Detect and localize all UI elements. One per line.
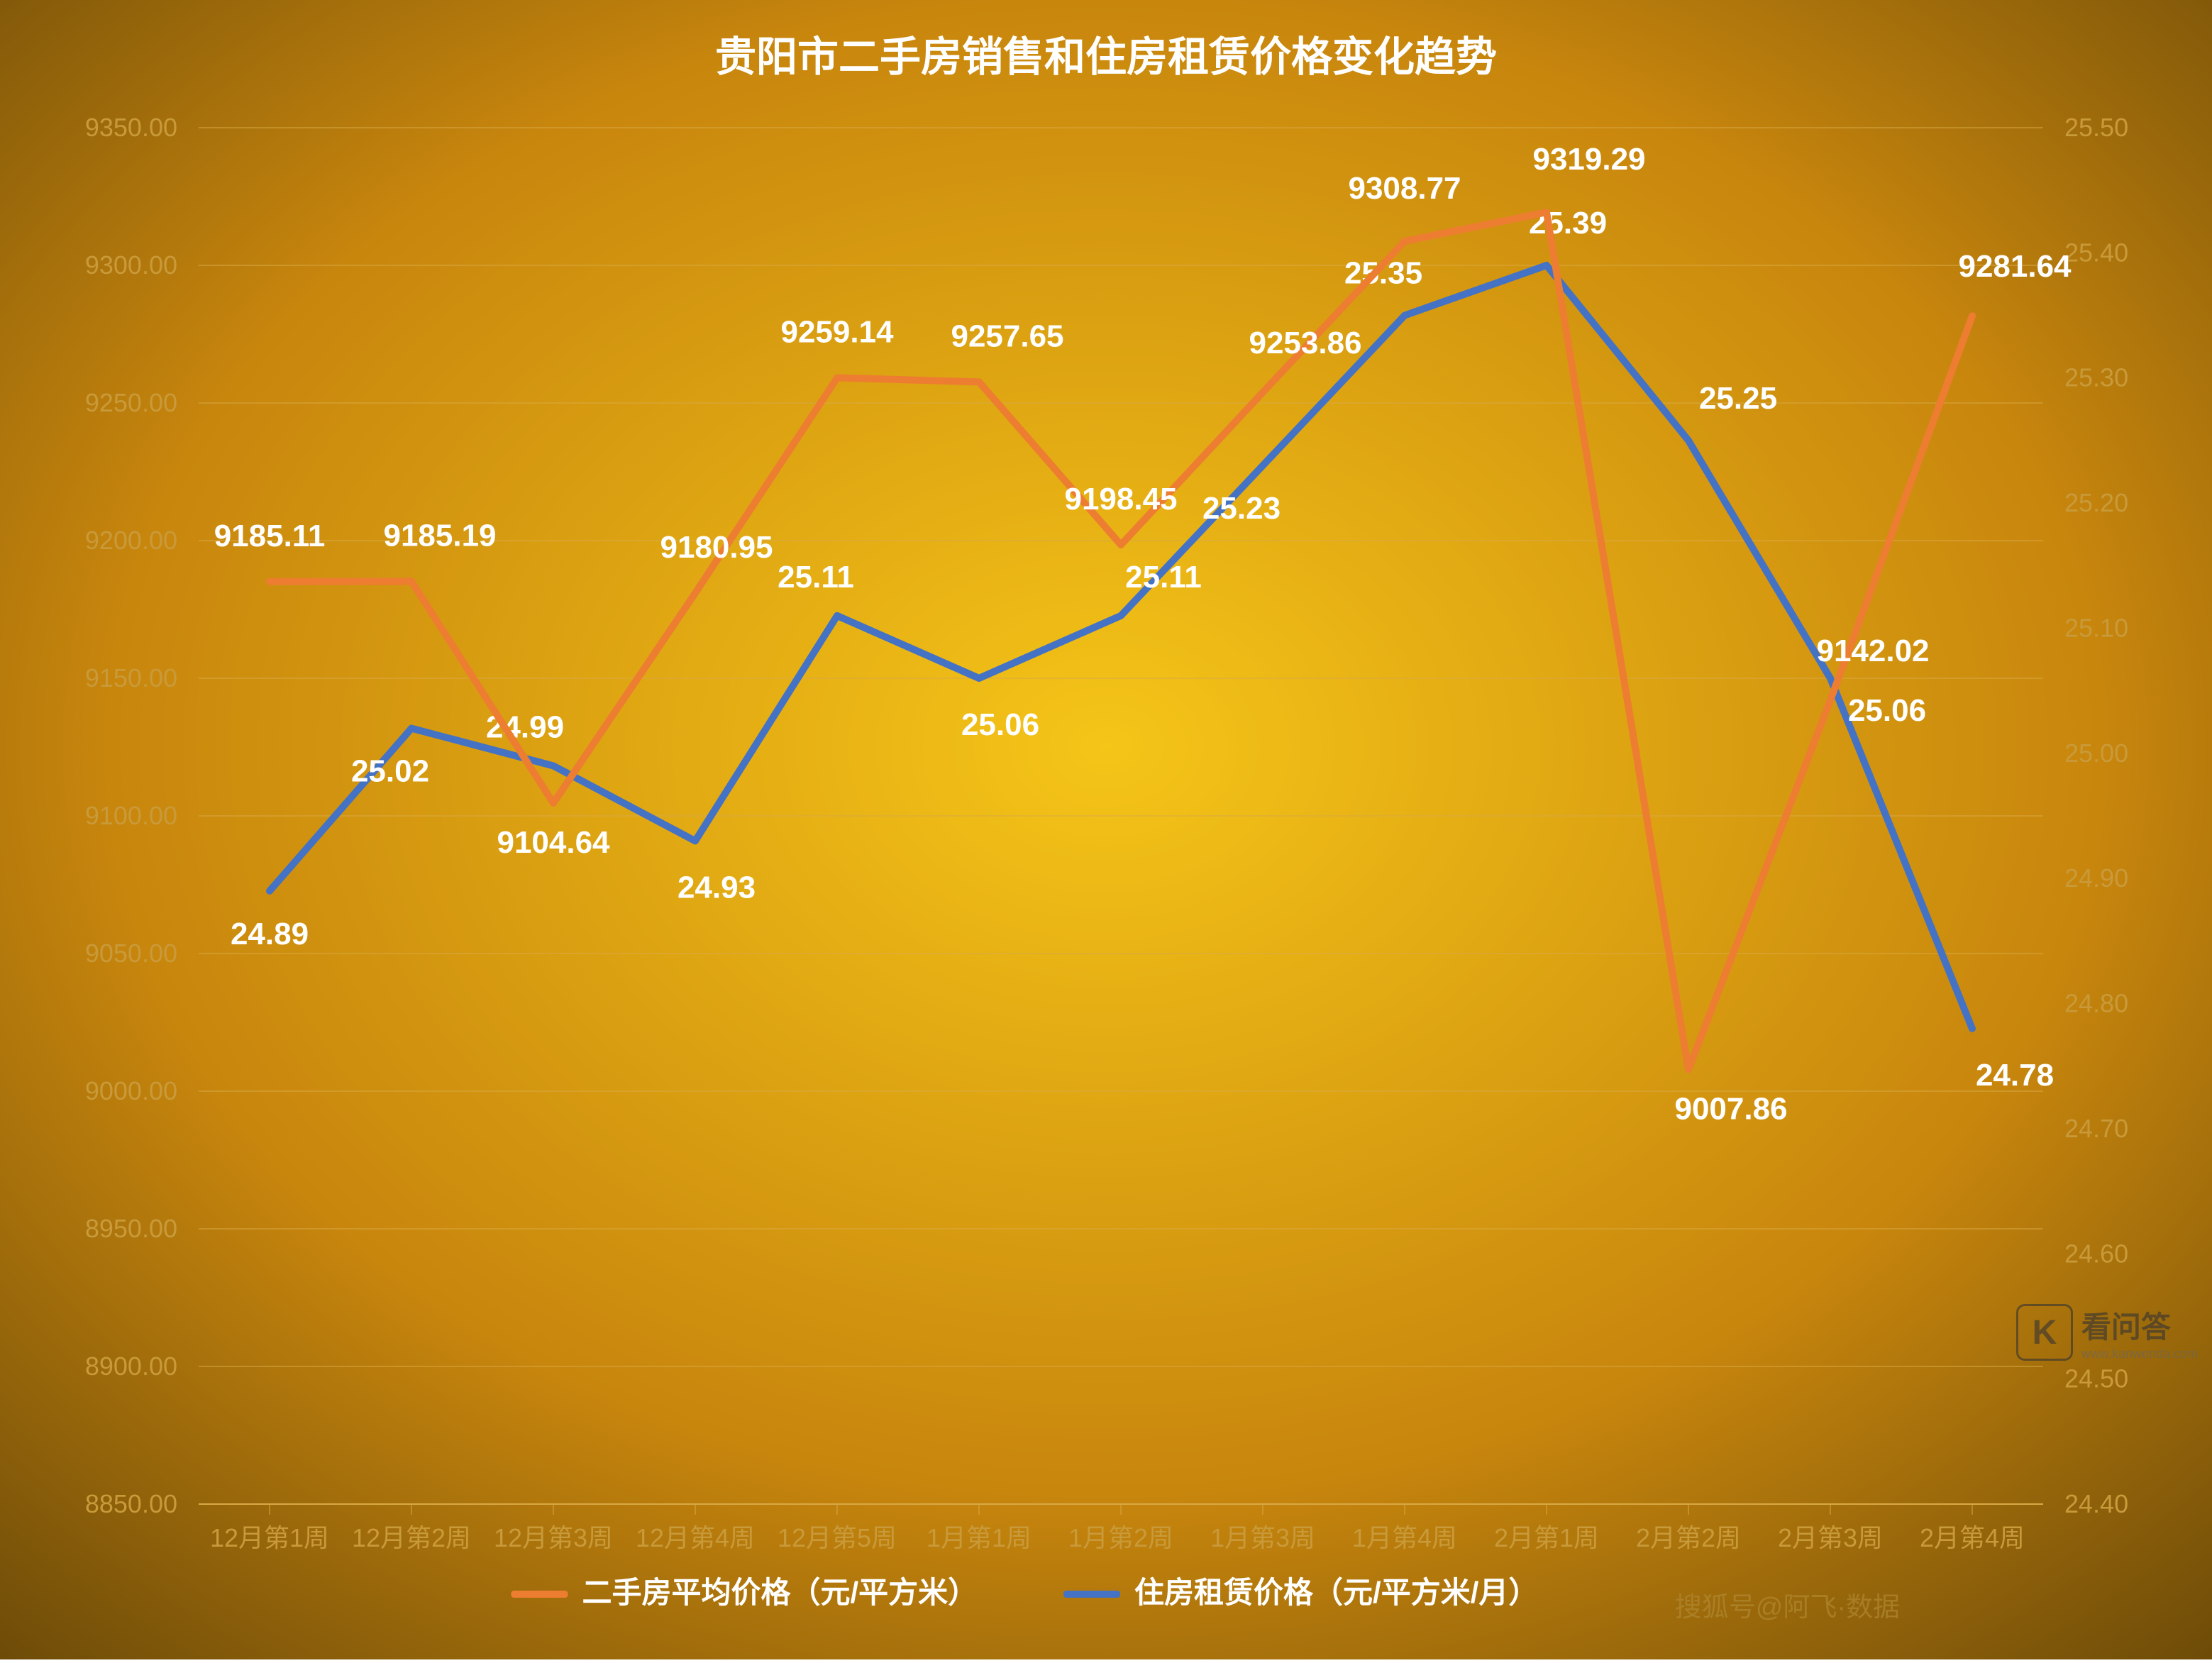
data-label: 25.11 xyxy=(1125,560,1202,595)
y2-tick-label: 25.00 xyxy=(2064,739,2128,768)
data-label: 9198.45 xyxy=(1064,482,1177,516)
x-category-label: 12月第1周 xyxy=(210,1523,329,1552)
y2-tick-label: 24.40 xyxy=(2064,1489,2128,1518)
y2-tick-label: 24.60 xyxy=(2064,1239,2128,1268)
data-label: 9281.64 xyxy=(1958,249,2072,284)
y1-tick-label: 9200.00 xyxy=(85,526,177,555)
y2-tick-label: 25.30 xyxy=(2064,363,2128,392)
data-label: 25.23 xyxy=(1202,491,1281,526)
legend-label: 住房租赁价格（元/平方米/月） xyxy=(1134,1576,1538,1609)
y2-tick-label: 24.70 xyxy=(2064,1114,2128,1143)
data-label: 9319.29 xyxy=(1532,142,1645,177)
y1-tick-label: 8850.00 xyxy=(85,1489,177,1518)
x-category-label: 2月第4周 xyxy=(1920,1523,2025,1552)
x-category-label: 12月第4周 xyxy=(636,1523,755,1552)
data-label: 9253.86 xyxy=(1249,326,1361,360)
y2-tick-label: 25.10 xyxy=(2064,613,2128,642)
data-label: 25.25 xyxy=(1699,381,1777,416)
y1-tick-label: 9100.00 xyxy=(85,801,177,830)
y2-tick-label: 24.80 xyxy=(2064,989,2128,1018)
data-label: 9259.14 xyxy=(780,315,894,350)
data-label: 9104.64 xyxy=(497,825,610,860)
y2-tick-label: 24.50 xyxy=(2064,1364,2128,1393)
y2-tick-label: 25.20 xyxy=(2064,488,2128,517)
watermark-logo-subtext: www.kanwenda.com xyxy=(2081,1347,2198,1361)
y1-tick-label: 9050.00 xyxy=(85,939,177,968)
x-category-label: 1月第3周 xyxy=(1210,1523,1315,1552)
data-label: 9185.11 xyxy=(214,519,326,553)
chart-container: 贵阳市二手房销售和住房租赁价格变化趋势 9350.00 9300.00 9250.00… xyxy=(0,0,2212,1659)
data-label: 9180.95 xyxy=(660,530,773,565)
x-category-label: 2月第2周 xyxy=(1636,1523,1741,1552)
x-category-label: 2月第3周 xyxy=(1778,1523,1883,1552)
legend-swatch xyxy=(511,1591,568,1598)
data-label: 9185.19 xyxy=(383,518,496,553)
data-label: 9308.77 xyxy=(1348,171,1461,206)
data-label: 25.06 xyxy=(1848,693,1926,728)
watermark-logo-text: 看问答 xyxy=(2081,1303,2198,1347)
data-label: 24.93 xyxy=(678,870,756,905)
y2-tick-label: 25.40 xyxy=(2064,238,2128,267)
chart-title: 贵阳市二手房销售和住房租赁价格变化趋势 xyxy=(715,34,1497,80)
data-label: 9007.86 xyxy=(1674,1092,1787,1127)
y2-tick-label: 25.50 xyxy=(2064,113,2128,142)
y1-tick-label: 9350.00 xyxy=(85,113,177,142)
x-category-label: 1月第4周 xyxy=(1352,1523,1457,1552)
y1-tick-label: 9150.00 xyxy=(85,663,177,692)
x-category-label: 12月第2周 xyxy=(352,1523,471,1552)
data-label: 25.06 xyxy=(961,707,1039,742)
watermark-right: K 看问答 www.kanwenda.com xyxy=(2016,1303,2198,1361)
data-label: 9142.02 xyxy=(1816,634,1929,668)
y1-tick-label: 9250.00 xyxy=(85,388,177,417)
data-label: 25.11 xyxy=(778,560,854,595)
x-category-label: 12月第3周 xyxy=(494,1523,613,1552)
y2-tick-label: 24.90 xyxy=(2064,863,2128,893)
data-label: 25.02 xyxy=(351,754,429,789)
legend-swatch xyxy=(1063,1591,1120,1598)
watermark-logo-icon: K xyxy=(2016,1304,2073,1361)
data-label: 24.78 xyxy=(1976,1058,2054,1093)
legend-label: 二手房平均价格（元/平方米） xyxy=(582,1576,978,1609)
data-label: 9257.65 xyxy=(951,319,1063,353)
x-category-label: 12月第5周 xyxy=(778,1523,897,1552)
x-category-label: 1月第1周 xyxy=(927,1523,1032,1552)
y1-tick-label: 9000.00 xyxy=(85,1076,177,1105)
x-category-label: 1月第2周 xyxy=(1068,1523,1173,1552)
y1-tick-label: 8900.00 xyxy=(85,1352,177,1381)
data-label: 24.89 xyxy=(231,917,309,951)
watermark-bottom: 搜狐号@阿飞·数据 xyxy=(1675,1585,1900,1624)
y1-tick-label: 8950.00 xyxy=(85,1214,177,1243)
chart-svg: 贵阳市二手房销售和住房租赁价格变化趋势 9350.00 9300.00 9250.00… xyxy=(0,0,2212,1659)
x-category-label: 2月第1周 xyxy=(1494,1523,1599,1552)
y1-tick-label: 9300.00 xyxy=(85,250,177,280)
